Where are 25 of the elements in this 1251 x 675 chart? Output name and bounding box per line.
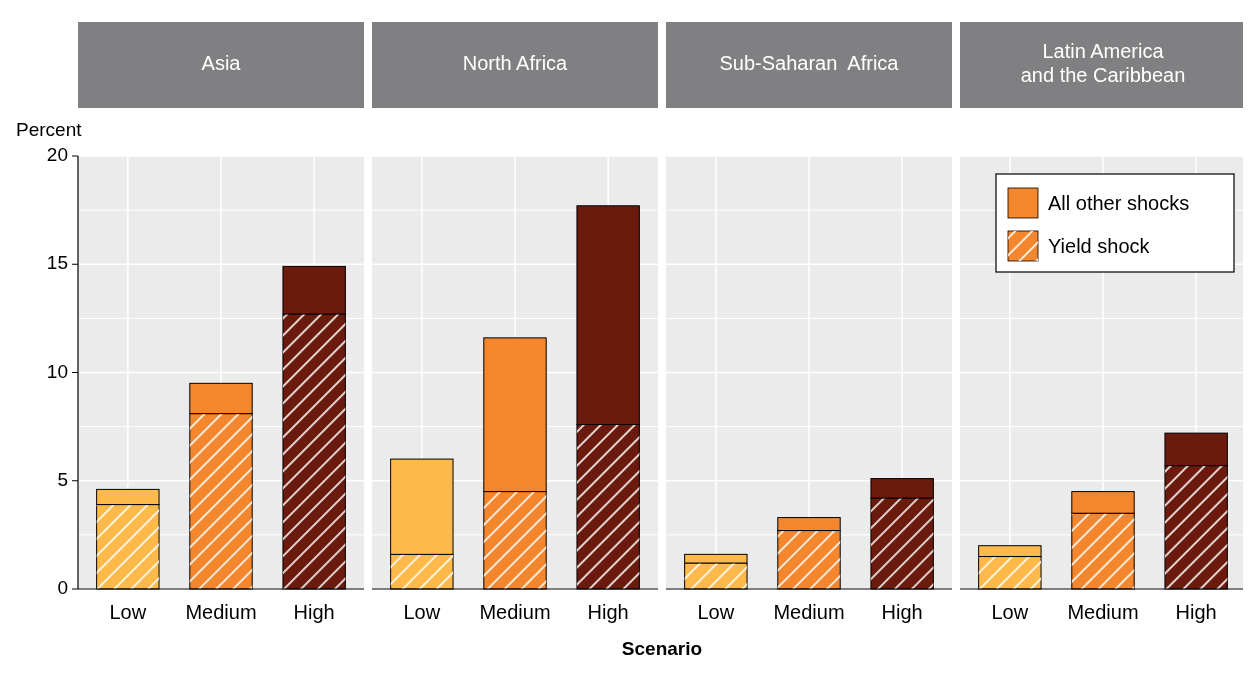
x-tick-label: Medium (1067, 601, 1139, 623)
x-tick-label: Low (403, 601, 441, 623)
x-tick-label: Low (991, 601, 1029, 623)
chart-title: Latin America and the Caribbean (1020, 40, 1186, 87)
y-tick-label: 15 (46, 252, 68, 274)
x-tick-label: Low (697, 601, 735, 623)
y-tick-label: 20 (46, 144, 68, 166)
x-tick-label: High (587, 601, 629, 623)
x-tick-label: Low (109, 601, 147, 623)
x-axis-title: Scenario (621, 638, 703, 659)
x-tick-label: High (293, 601, 335, 623)
x-tick-label: High (1175, 601, 1217, 623)
legend-label: All other shocks (1048, 192, 1190, 214)
chart-title: Asia (201, 52, 242, 75)
y-tick-label: 0 (57, 577, 68, 599)
y-tick-label: 10 (46, 360, 68, 382)
x-tick-label: Medium (479, 601, 551, 623)
x-tick-label: Medium (773, 601, 845, 623)
chart-title: Sub-Saharan Africa (719, 52, 900, 75)
x-tick-label: Medium (185, 601, 257, 623)
chart-title: North Africa (462, 52, 569, 75)
x-tick-label: High (881, 601, 923, 623)
y-tick-label: 5 (57, 468, 68, 490)
legend-label: Yield shock (1048, 235, 1151, 257)
y-axis-title: Percent (16, 119, 83, 140)
